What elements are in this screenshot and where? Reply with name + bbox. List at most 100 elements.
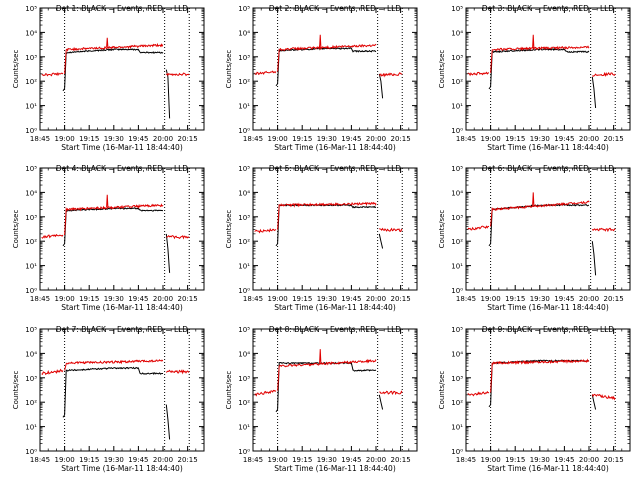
x-tick-label: 19:45	[341, 295, 361, 303]
x-tick-label: 19:00	[268, 295, 288, 303]
y-tick-label: 10¹	[238, 103, 250, 111]
y-tick-label: 10²	[238, 399, 250, 407]
x-tick-label: 19:45	[341, 456, 361, 464]
y-axis-label: Counts/sec	[12, 50, 20, 89]
y-tick-label: 10²	[238, 238, 250, 246]
x-axis-label: Start Time (16-Mar-11 18:44:40)	[61, 464, 183, 473]
y-tick-label: 10⁵	[238, 5, 250, 13]
events-pre-line	[62, 414, 66, 418]
chart-panel: 10⁰ 10¹ 10² 10³ 10⁴ 10⁵ 18:45 19:00 19:15 19:30 19…	[438, 164, 631, 312]
y-tick-label: 10⁵	[238, 165, 250, 173]
events-pre-line	[275, 243, 279, 247]
chart-panel: 10⁰ 10¹ 10² 10³ 10⁴ 10⁵ 18:45 19:00 19:15 19:30 19…	[225, 325, 418, 473]
x-tick-label: 19:45	[554, 295, 574, 303]
y-tick-label: 10⁴	[451, 350, 463, 358]
y-axis-label: Counts/sec	[438, 371, 446, 410]
lld-pre-line	[467, 225, 490, 231]
x-tick-label: 20:15	[604, 295, 624, 303]
y-tick-label: 10⁰	[238, 287, 250, 295]
events-line	[490, 359, 589, 405]
x-tick-label: 20:00	[153, 135, 173, 143]
lld-line	[64, 203, 164, 236]
events-line	[490, 203, 590, 244]
x-tick-label: 19:15	[505, 135, 525, 143]
x-tick-label: 19:15	[292, 135, 312, 143]
lld-post-line	[379, 390, 403, 396]
lld-line	[490, 45, 590, 73]
x-tick-label: 19:30	[530, 456, 550, 464]
panel-title: Det 1: BLACK = Events, RED = LLD	[56, 4, 188, 13]
y-axis-label: Counts/sec	[438, 50, 446, 89]
x-tick-label: 20:15	[391, 135, 411, 143]
y-tick-label: 10²	[451, 238, 463, 246]
y-tick-label: 10⁰	[25, 287, 37, 295]
y-tick-label: 10⁴	[238, 350, 250, 358]
y-tick-label: 10¹	[451, 103, 463, 111]
x-tick-label: 19:00	[55, 295, 75, 303]
events-post-line	[591, 76, 597, 109]
panel-title: Det 9: BLACK = Events, RED = LLD	[482, 325, 614, 334]
y-tick-label: 10⁵	[25, 5, 37, 13]
y-tick-label: 10¹	[238, 263, 250, 271]
x-axis-label: Start Time (16-Mar-11 18:44:40)	[61, 143, 183, 152]
x-tick-label: 19:15	[292, 295, 312, 303]
events-post-line	[165, 69, 171, 119]
y-axis-label: Counts/sec	[225, 371, 233, 410]
x-tick-label: 19:00	[481, 456, 501, 464]
lld-line	[64, 42, 164, 74]
x-tick-label: 20:00	[579, 456, 599, 464]
y-tick-label: 10¹	[451, 263, 463, 271]
events-post-line	[165, 404, 171, 440]
y-tick-label: 10³	[451, 54, 463, 62]
y-tick-label: 10⁵	[451, 5, 463, 13]
x-tick-label: 19:00	[481, 135, 501, 143]
x-tick-label: 20:15	[178, 456, 198, 464]
y-tick-label: 10³	[238, 214, 250, 222]
x-tick-label: 20:15	[604, 456, 624, 464]
x-tick-label: 18:45	[30, 295, 50, 303]
x-tick-label: 19:30	[530, 135, 550, 143]
plot-area	[467, 168, 616, 290]
events-line	[277, 47, 377, 84]
events-pre-line	[62, 88, 66, 92]
lld-spike	[319, 34, 322, 48]
panel-title: Det 4: BLACK = Events, RED = LLD	[56, 164, 188, 173]
x-tick-label: 19:30	[104, 456, 124, 464]
events-post-line	[165, 233, 171, 273]
lld-post-line	[165, 369, 190, 375]
events-line	[64, 366, 163, 416]
x-tick-label: 20:00	[366, 295, 386, 303]
lld-post-line	[166, 234, 190, 240]
y-tick-label: 10³	[25, 375, 37, 383]
x-tick-label: 19:15	[505, 295, 525, 303]
y-tick-label: 10⁵	[238, 326, 250, 334]
y-axis-label: Counts/sec	[438, 210, 446, 249]
x-tick-label: 20:15	[178, 135, 198, 143]
x-axis-label: Start Time (16-Mar-11 18:44:40)	[274, 143, 396, 152]
y-tick-label: 10²	[238, 78, 250, 86]
x-axis-label: Start Time (16-Mar-11 18:44:40)	[274, 464, 396, 473]
x-tick-label: 20:00	[153, 456, 173, 464]
events-line	[277, 361, 377, 410]
x-tick-label: 19:45	[128, 135, 148, 143]
lld-line	[277, 43, 377, 72]
x-axis-label: Start Time (16-Mar-11 18:44:40)	[487, 143, 609, 152]
x-tick-label: 19:00	[268, 456, 288, 464]
x-tick-label: 19:45	[554, 135, 574, 143]
plot-area	[254, 329, 403, 451]
x-tick-label: 19:45	[554, 456, 574, 464]
x-axis-label: Start Time (16-Mar-11 18:44:40)	[61, 303, 183, 312]
chart-panel: 10⁰ 10¹ 10² 10³ 10⁴ 10⁵ 18:45 19:00 19:15 19:30 19…	[438, 325, 631, 473]
y-tick-label: 10⁵	[25, 165, 37, 173]
x-tick-label: 20:00	[366, 456, 386, 464]
x-tick-label: 18:45	[243, 135, 263, 143]
plot-area	[254, 168, 403, 290]
x-tick-label: 19:30	[530, 295, 550, 303]
lld-pre-line	[41, 233, 64, 239]
y-tick-label: 10²	[451, 78, 463, 86]
x-tick-label: 20:00	[366, 135, 386, 143]
y-tick-label: 10⁴	[25, 350, 37, 358]
lld-line	[64, 359, 164, 371]
y-tick-label: 10¹	[238, 424, 250, 432]
